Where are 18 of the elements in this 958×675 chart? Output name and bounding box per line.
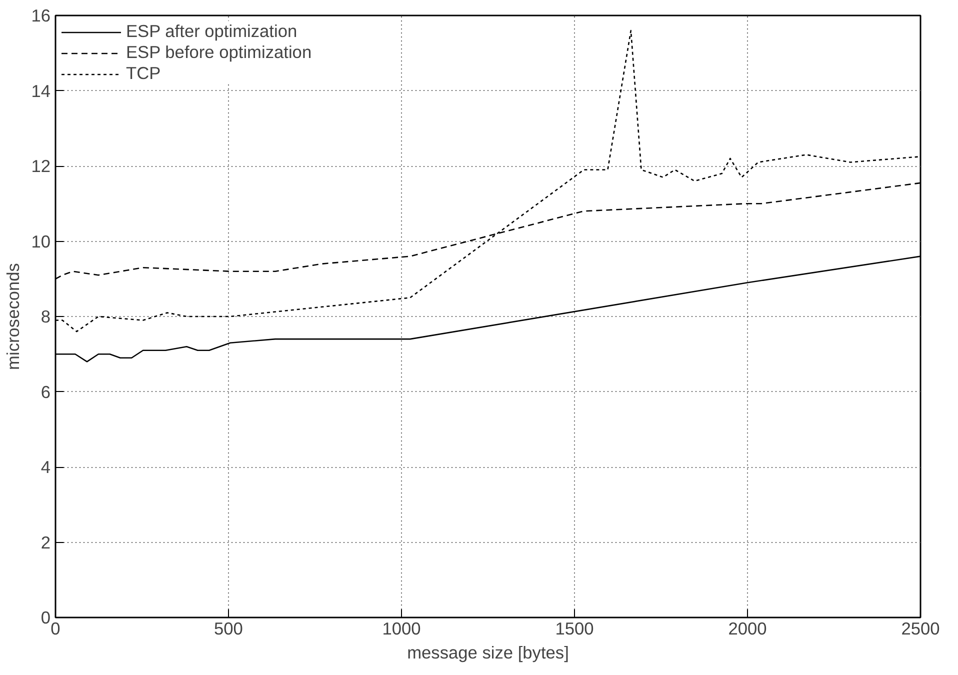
y-tick-label: 2 xyxy=(40,532,51,552)
x-tick-label: 2500 xyxy=(901,618,940,638)
y-axis-title: microseconds xyxy=(3,262,24,370)
legend-label: ESP after optimization xyxy=(126,21,298,42)
y-tick-label: 8 xyxy=(40,306,51,326)
legend-label: TCP xyxy=(126,63,161,84)
x-tick-label: 500 xyxy=(214,618,243,638)
x-tick-label: 1000 xyxy=(382,618,421,638)
y-tick-label: 6 xyxy=(40,382,51,402)
x-tick-label: 1500 xyxy=(555,618,594,638)
y-tick-label: 12 xyxy=(31,156,51,176)
y-tick-label: 14 xyxy=(31,80,51,101)
y-tick-label: 16 xyxy=(31,6,51,26)
legend-label: ESP before optimization xyxy=(126,42,312,63)
x-axis-title: message size [bytes] xyxy=(407,642,569,662)
x-tick-label: 2000 xyxy=(728,618,767,638)
y-tick-label: 10 xyxy=(31,231,51,252)
y-tick-label: 4 xyxy=(40,457,51,477)
